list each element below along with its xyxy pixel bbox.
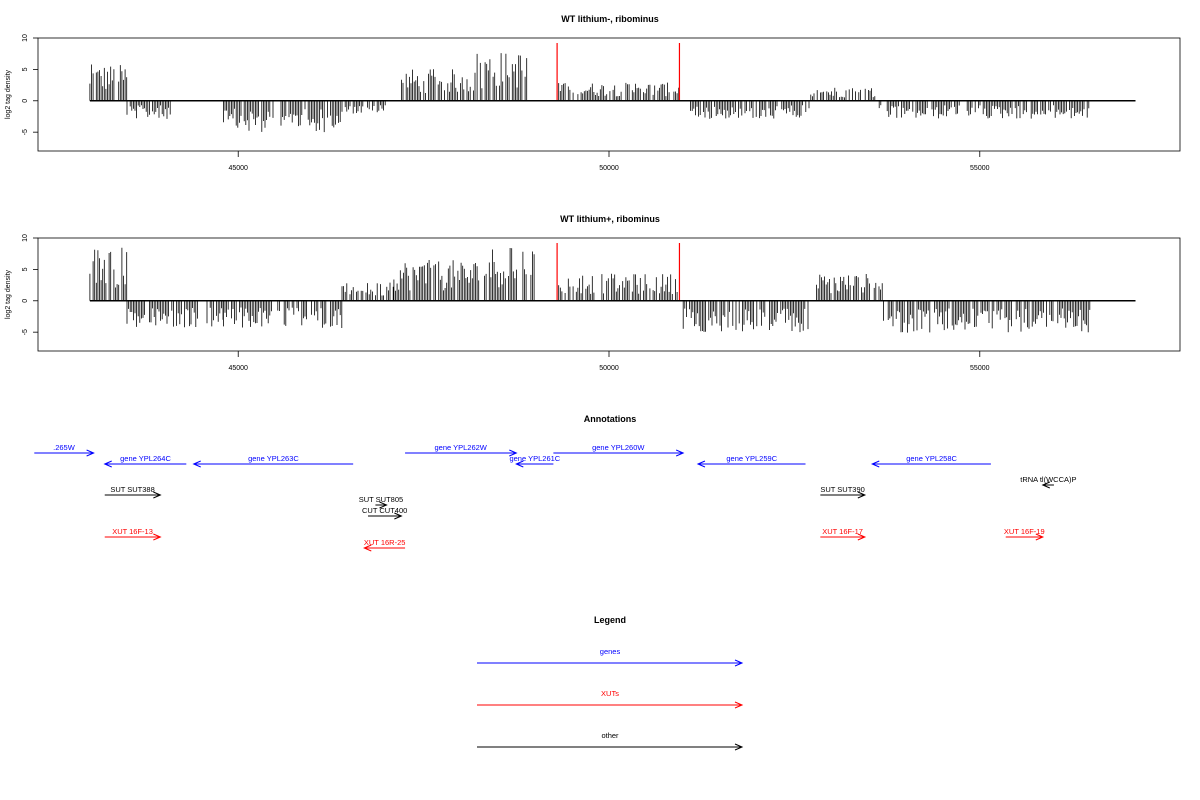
annotation-arrow	[1041, 481, 1054, 489]
y-axis: -5 0 5 10	[22, 234, 38, 335]
annotations-title: Annotations	[584, 414, 637, 424]
annotation-label: gene YPL260W	[592, 443, 645, 452]
annotation-label: gene YPL262W	[434, 443, 487, 452]
x-tick-label: 45000	[228, 365, 248, 372]
x-axis: 45000 50000 55000	[228, 351, 990, 372]
bars-group	[89, 53, 1090, 133]
annotation-label: gene YPL258C	[906, 454, 957, 463]
plot-frame	[37, 237, 1181, 352]
plot-frame	[37, 37, 1181, 152]
x-tick-label: 50000	[599, 165, 619, 172]
legend-title: Legend	[594, 615, 626, 625]
marker-lines	[556, 243, 681, 301]
track-panel-lithium-plus: WT lithium+, ribominus log2 tag density …	[5, 214, 1181, 372]
annotation-label: tRNA tl(WCCA)P	[1020, 475, 1076, 484]
y-tick-label: 5	[22, 67, 29, 71]
legend-arrow	[477, 743, 744, 751]
annotation-arrow	[103, 460, 187, 468]
annotation-arrow	[1005, 533, 1045, 541]
annotation-label: .265W	[53, 443, 76, 452]
y-tick-label: 0	[22, 99, 29, 103]
annotation-label: SUT SUT388	[110, 485, 154, 494]
y-tick-label: 5	[22, 267, 29, 271]
annotation-arrow	[515, 460, 554, 468]
annotations-panel: Annotations .265W gene YPL264C gene YPL263…	[34, 414, 1076, 552]
annotation-label: CUT CUT400	[362, 506, 407, 515]
annotation-arrow	[696, 460, 806, 468]
annotation-arrow	[553, 449, 685, 457]
x-tick-label: 50000	[599, 365, 619, 372]
x-tick-label: 55000	[970, 165, 990, 172]
annotation-arrow	[870, 460, 991, 468]
legend-label: other	[601, 731, 619, 740]
panel-title: WT lithium-, ribominus	[561, 14, 659, 24]
annotation-label: XUT 16F-19	[1004, 527, 1045, 536]
annotation-label: gene YPL264C	[120, 454, 171, 463]
annotation-arrow	[34, 449, 95, 457]
annotation-label: gene YPL261C	[509, 454, 560, 463]
annotation-arrow	[820, 533, 867, 541]
annotation-arrow	[367, 512, 403, 520]
annotation-arrow	[375, 501, 388, 509]
annotation-label: gene YPL259C	[726, 454, 777, 463]
y-tick-label: -5	[22, 329, 29, 335]
annotation-label: XUT 16R-25	[364, 538, 406, 547]
annotation-features: .265W gene YPL264C gene YPL263C gene YPL262…	[34, 443, 1076, 552]
x-tick-label: 45000	[228, 165, 248, 172]
legend-arrow	[477, 659, 744, 667]
annotation-label: SUT SUT390	[820, 485, 864, 494]
annotation-arrow	[104, 533, 162, 541]
legend: Legend genes XUTs other	[477, 615, 744, 751]
annotation-arrow	[363, 544, 406, 552]
panel-title: WT lithium+, ribominus	[560, 214, 660, 224]
legend-label: XUTs	[601, 689, 619, 698]
y-tick-label: -5	[22, 129, 29, 135]
bars-group	[89, 247, 1091, 333]
annotation-label: gene YPL263C	[248, 454, 299, 463]
legend-arrow	[477, 701, 744, 709]
y-tick-label: 10	[22, 234, 29, 242]
annotation-arrow	[405, 449, 518, 457]
legend-entries: genes XUTs other	[477, 647, 744, 751]
annotation-arrow	[192, 460, 354, 468]
track-panel-lithium-minus: WT lithium-, ribominus log2 tag density …	[5, 14, 1181, 172]
annotation-label: XUT 16F-17	[822, 527, 863, 536]
annotation-arrow	[104, 491, 162, 499]
y-tick-label: 0	[22, 299, 29, 303]
annotation-label: SUT SUT805	[359, 495, 403, 504]
x-axis: 45000 50000 55000	[228, 151, 990, 172]
y-axis-label: log2 tag density	[5, 69, 12, 119]
y-tick-label: 10	[22, 34, 29, 42]
y-axis-label: log2 tag density	[5, 269, 12, 319]
annotation-label: XUT 16F-13	[112, 527, 153, 536]
marker-lines	[556, 43, 681, 101]
y-axis: -5 0 5 10	[22, 34, 38, 135]
legend-label: genes	[600, 647, 621, 656]
x-tick-label: 55000	[970, 365, 990, 372]
annotation-arrow	[820, 491, 867, 499]
